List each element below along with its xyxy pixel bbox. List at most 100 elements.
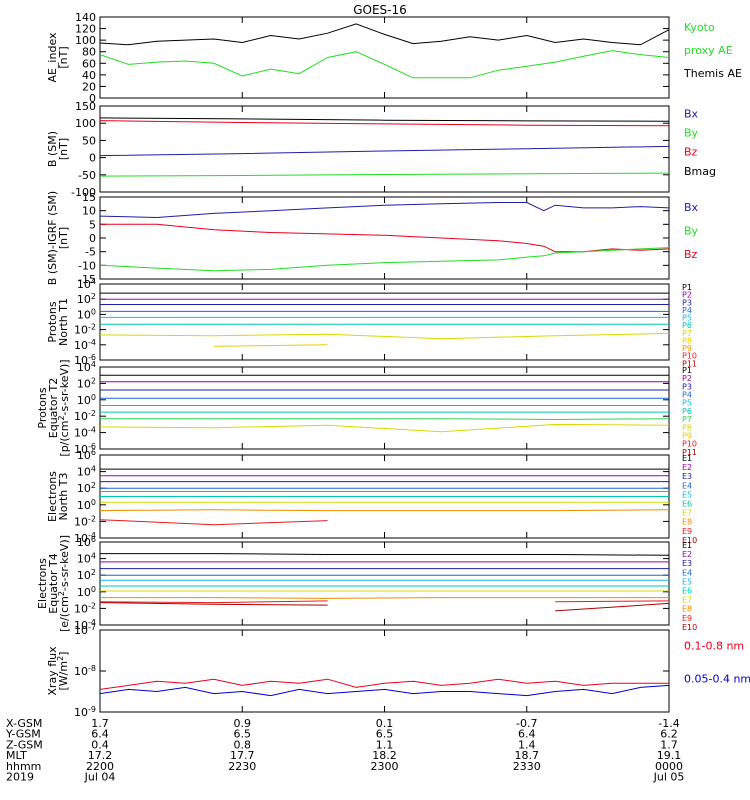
ephemeris-row-label: 2019	[6, 771, 34, 784]
y-tick-label: 100	[77, 392, 96, 407]
y-axis-label: [W/m2]	[56, 652, 71, 691]
y-axis-label: Electrons	[36, 558, 49, 609]
ephemeris-row-label: MLT	[6, 749, 27, 762]
legend-item: P6	[682, 321, 692, 330]
y-tick-label: 10-2	[74, 322, 96, 337]
legend-item: E2	[682, 463, 692, 472]
legend-item: Themis AE	[683, 67, 742, 80]
y-axis-label: [nT]	[57, 227, 70, 249]
y-tick-label: 0	[89, 152, 96, 165]
legend-item: P9	[682, 431, 692, 440]
ephemeris-value: 0.4	[91, 738, 109, 751]
legend-item: Bz	[684, 146, 698, 159]
panel-frame	[99, 196, 670, 280]
ephemeris-value: -1.4	[658, 717, 679, 730]
series-p7	[100, 418, 670, 421]
ephemeris-value: Jul 05	[653, 771, 685, 784]
y-axis-label: Equator T4	[47, 553, 60, 613]
y-tick-label: 10-8	[74, 664, 96, 679]
ephemeris-value: 6.4	[91, 728, 109, 741]
series-bmag	[99, 117, 670, 122]
y-axis-label: North T1	[57, 298, 70, 346]
panel-frame	[99, 629, 670, 713]
ephemeris-value: 6.5	[376, 728, 394, 741]
panel-2: -100 -50 0 50 100 150 B (SM)[nT] Bx By Bz Bmag	[46, 100, 716, 199]
series-bz	[100, 223, 670, 253]
legend-item: P3	[682, 298, 692, 307]
ephemeris-value: 1.1	[376, 738, 394, 751]
y-axis-label: Protons	[46, 301, 59, 342]
y-tick-label: 10-2	[74, 601, 96, 616]
y-tick-label: 102	[77, 568, 96, 583]
ephemeris-value: 18.2	[372, 749, 397, 762]
legend-item: P11	[682, 448, 697, 457]
legend-item: E3	[682, 559, 692, 568]
y-axis-label: [nT]	[57, 138, 70, 160]
ephemeris-row-label: hhmm	[6, 760, 41, 773]
legend-item: P10	[682, 352, 697, 361]
ephemeris-row-label: Y-GSM	[5, 728, 41, 741]
y-tick-label: 10-4	[74, 531, 96, 546]
y-tick-label: -15	[78, 273, 96, 286]
ephemeris-value: 0000	[655, 760, 683, 773]
ephemeris-value: 1.7	[91, 717, 109, 730]
ephemeris-value: -0.7	[516, 717, 537, 730]
series-bz	[99, 120, 670, 127]
legend-item: P10	[682, 440, 697, 449]
legend-item: E7	[682, 596, 692, 605]
legend-item: E5	[682, 577, 692, 586]
ephemeris-value: 2230	[228, 760, 256, 773]
series-e9	[99, 600, 670, 604]
y-tick-label: 104	[77, 277, 96, 292]
y-tick-label: 10-6	[74, 353, 96, 368]
ephemeris-value: 0.8	[234, 738, 252, 751]
y-axis-label: [e/(cm2-s-sr-keV)]	[57, 535, 72, 632]
legend-item: P2	[682, 291, 692, 300]
legend-item: E2	[682, 550, 692, 559]
legend-item: proxy AE	[684, 44, 733, 57]
legend-item: E6	[682, 500, 692, 509]
y-axis-label: B (SM)-IGRF (SM)	[46, 191, 59, 285]
y-axis-label: North T3	[57, 473, 70, 521]
y-tick-label: 10-4	[74, 618, 96, 633]
legend-item: E5	[682, 490, 692, 499]
y-tick-label: -10	[78, 259, 96, 272]
legend-item: Bx	[684, 201, 699, 214]
legend-item: E10	[682, 536, 697, 545]
legend-item: E4	[682, 481, 692, 490]
y-tick-label: 10-7	[74, 623, 96, 638]
y-tick-label: 104	[77, 551, 96, 566]
ephemeris-value: 2200	[86, 760, 114, 773]
ephemeris-value: 2300	[371, 760, 399, 773]
series-e8	[100, 597, 669, 599]
y-tick-label: 104	[77, 360, 96, 375]
panel-frame	[99, 283, 670, 361]
y-tick-label: 60	[82, 57, 96, 70]
legend-item: E10	[682, 623, 697, 632]
panel-8: 10-7 10-8 10-9 Xray flux[W/m2] 0.1-0.8 nm 0.0…	[46, 623, 750, 720]
ephemeris-value: 0.1	[376, 717, 394, 730]
y-tick-label: -50	[78, 169, 96, 182]
ephemeris-value: 17.2	[88, 749, 113, 762]
series-e8	[99, 509, 670, 512]
y-tick-label: 5	[89, 218, 96, 231]
legend-item: P1	[682, 366, 692, 375]
y-tick-label: 100	[77, 584, 96, 599]
y-tick-label: 100	[77, 307, 96, 322]
legend-item: E9	[682, 614, 692, 623]
y-tick-label: -100	[71, 186, 96, 199]
y-tick-label: 120	[75, 23, 96, 36]
panel-frame	[99, 366, 670, 450]
y-axis-label: Electrons	[46, 471, 59, 522]
y-tick-label: 100	[77, 497, 96, 512]
ephemeris-value: 6.2	[660, 728, 678, 741]
y-tick-label: 104	[77, 464, 96, 479]
y-tick-label: 10-4	[74, 425, 96, 440]
legend-item: P2	[682, 374, 692, 383]
